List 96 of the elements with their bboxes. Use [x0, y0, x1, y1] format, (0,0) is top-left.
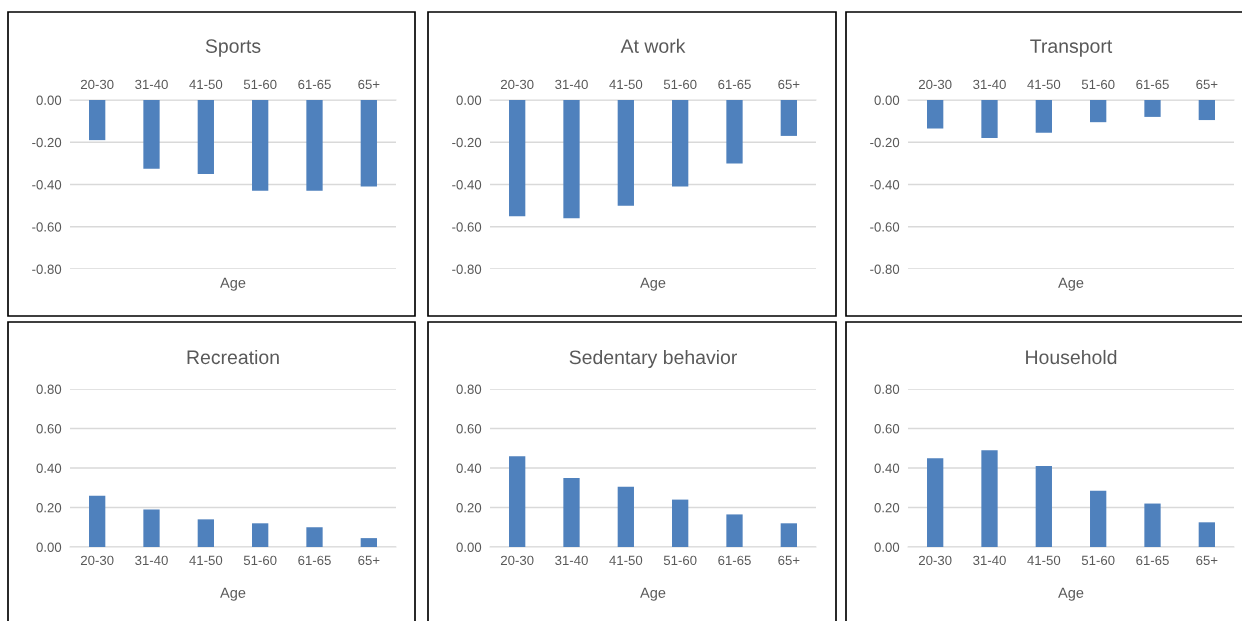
bar	[563, 477, 580, 547]
bar	[672, 499, 689, 547]
bar	[780, 523, 797, 547]
x-tick-label: 31-40	[135, 79, 168, 90]
y-tick-label: 0.00	[874, 542, 900, 552]
bar	[617, 486, 634, 547]
bar	[360, 538, 377, 547]
x-tick-label: 61-65	[1136, 555, 1169, 566]
x-tick-label: 65+	[358, 79, 380, 90]
x-tick-label: 31-40	[555, 79, 588, 90]
y-tick-label: -0.60	[32, 222, 62, 232]
x-tick-label: 20-30	[918, 555, 952, 566]
y-tick-label: -0.40	[32, 180, 62, 190]
x-tick-label: 61-65	[298, 79, 331, 90]
bar	[927, 458, 944, 547]
y-tick-label: -0.20	[32, 137, 62, 148]
x-tick-label: 61-65	[718, 79, 751, 90]
x-axis-title: Age	[640, 277, 666, 291]
y-tick-label: -0.40	[452, 180, 482, 190]
y-tick-label: -0.20	[870, 137, 900, 148]
y-tick-label: 0.40	[36, 463, 62, 473]
x-tick-label: 65+	[778, 555, 800, 566]
x-tick-label: 65+	[1196, 79, 1218, 90]
chart-title: Sports	[205, 39, 261, 57]
x-tick-label: 41-50	[1027, 555, 1061, 566]
x-tick-label: 41-50	[189, 555, 223, 566]
x-tick-label: 41-50	[609, 79, 643, 90]
x-tick-label: 51-60	[243, 79, 277, 90]
x-tick-label: 65+	[1196, 555, 1218, 566]
x-tick-label: 20-30	[500, 555, 534, 566]
y-tick-label: -0.80	[452, 264, 482, 274]
bar	[509, 456, 526, 547]
y-tick-label: 0.00	[874, 95, 900, 105]
x-axis-title: Age	[220, 587, 246, 601]
x-tick-label: 31-40	[973, 79, 1006, 90]
x-tick-label: 31-40	[973, 555, 1006, 566]
bar	[1198, 522, 1215, 547]
bar	[306, 527, 323, 547]
y-tick-label: 0.20	[456, 503, 482, 513]
y-tick-label: 0.00	[456, 542, 482, 552]
x-tick-label: 61-65	[718, 555, 751, 566]
x-axis-title: Age	[1058, 277, 1084, 291]
y-tick-label: 0.00	[36, 95, 62, 105]
x-tick-label: 20-30	[80, 79, 114, 90]
chart-title: At work	[620, 38, 686, 53]
y-tick-label: 0.00	[36, 542, 62, 552]
x-tick-label: 41-50	[1027, 79, 1061, 90]
y-tick-label: 0.60	[456, 424, 482, 434]
y-tick-label: 0.80	[874, 384, 900, 394]
x-tick-label: 61-65	[1136, 79, 1169, 90]
x-tick-label: 61-65	[298, 555, 331, 566]
y-tick-label: -0.80	[870, 264, 900, 274]
y-tick-label: -0.60	[452, 222, 482, 232]
bar	[726, 514, 743, 547]
x-tick-label: 65+	[778, 79, 800, 90]
x-tick-label: 51-60	[663, 555, 697, 566]
x-tick-label: 51-60	[1081, 79, 1115, 90]
y-tick-label: -0.40	[870, 180, 900, 190]
y-tick-label: 0.60	[874, 424, 900, 434]
x-axis-title: Age	[640, 587, 666, 601]
y-tick-label: 0.40	[456, 463, 482, 473]
bar	[143, 509, 160, 547]
y-tick-label: 0.00	[456, 95, 482, 105]
bar	[252, 523, 269, 547]
chart-title: Household	[1026, 349, 1117, 365]
x-tick-label: 51-60	[243, 555, 277, 566]
y-tick-label: 0.60	[36, 424, 62, 434]
chart-title: Transport	[1030, 39, 1113, 57]
y-tick-label: 0.40	[874, 463, 900, 473]
x-axis-title: Age	[1058, 587, 1084, 601]
x-tick-label: 20-30	[80, 555, 114, 566]
y-tick-label: 0.80	[456, 384, 482, 394]
y-tick-label: -0.60	[870, 222, 900, 232]
bar	[1144, 503, 1161, 547]
x-tick-label: 51-60	[663, 79, 697, 90]
bar	[197, 519, 214, 547]
chart-title: Sedentary behavior	[569, 349, 737, 369]
bar	[981, 450, 998, 547]
y-tick-label: 0.20	[36, 503, 62, 513]
x-tick-label: 31-40	[555, 555, 588, 566]
x-tick-label: 41-50	[189, 79, 223, 90]
y-tick-label: 0.20	[874, 503, 900, 513]
y-tick-label: -0.80	[32, 264, 62, 274]
x-tick-label: 31-40	[135, 555, 168, 566]
x-tick-label: 20-30	[500, 79, 534, 90]
x-tick-label: 20-30	[918, 79, 952, 90]
chart-title: Recreation	[187, 349, 279, 365]
y-tick-label: -0.20	[452, 137, 482, 148]
bar	[1090, 490, 1107, 547]
x-tick-label: 41-50	[609, 555, 643, 566]
x-tick-label: 65+	[358, 555, 380, 566]
x-tick-label: 51-60	[1081, 555, 1115, 566]
x-axis-title: Age	[220, 277, 246, 291]
y-tick-label: 0.80	[36, 384, 62, 394]
bar	[1035, 466, 1052, 547]
bar	[89, 495, 106, 547]
